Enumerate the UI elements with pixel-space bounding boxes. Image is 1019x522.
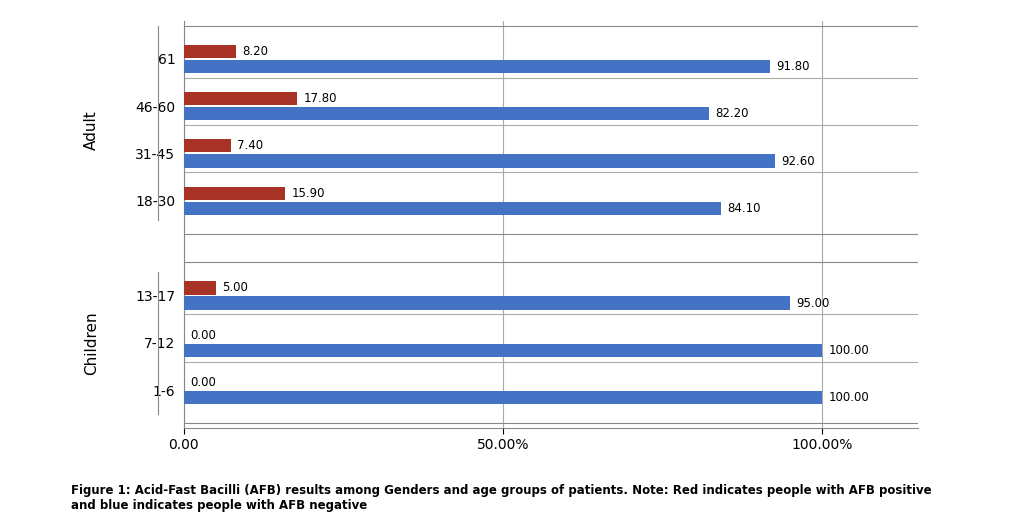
Text: 92.60: 92.60 <box>781 155 814 168</box>
Text: 15.90: 15.90 <box>291 187 325 200</box>
Bar <box>183 92 297 105</box>
Text: 84.10: 84.10 <box>727 202 760 215</box>
Bar <box>183 186 285 200</box>
Text: 5.00: 5.00 <box>222 281 248 294</box>
Text: 7.40: 7.40 <box>237 139 263 152</box>
Bar <box>183 391 821 405</box>
Bar <box>183 155 774 168</box>
Text: 0.00: 0.00 <box>190 329 216 342</box>
Text: 91.80: 91.80 <box>775 60 809 73</box>
Text: 82.20: 82.20 <box>714 107 748 120</box>
Bar <box>183 201 720 215</box>
Bar <box>183 296 790 310</box>
Bar <box>183 281 215 294</box>
Text: 8.20: 8.20 <box>243 45 268 57</box>
Text: 100.00: 100.00 <box>827 344 868 357</box>
Bar <box>183 344 821 357</box>
Text: Children: Children <box>85 311 99 375</box>
Bar <box>183 107 708 120</box>
Bar <box>183 60 769 73</box>
Bar <box>183 139 230 152</box>
Text: Figure 1: Acid-Fast Bacilli (AFB) results among Genders and age groups of patien: Figure 1: Acid-Fast Bacilli (AFB) result… <box>71 483 931 512</box>
Text: Adult: Adult <box>85 110 99 150</box>
Text: 100.00: 100.00 <box>827 392 868 404</box>
Bar <box>183 44 235 58</box>
Text: 0.00: 0.00 <box>190 376 216 389</box>
Text: 17.80: 17.80 <box>304 92 337 105</box>
Text: 95.00: 95.00 <box>796 296 829 310</box>
